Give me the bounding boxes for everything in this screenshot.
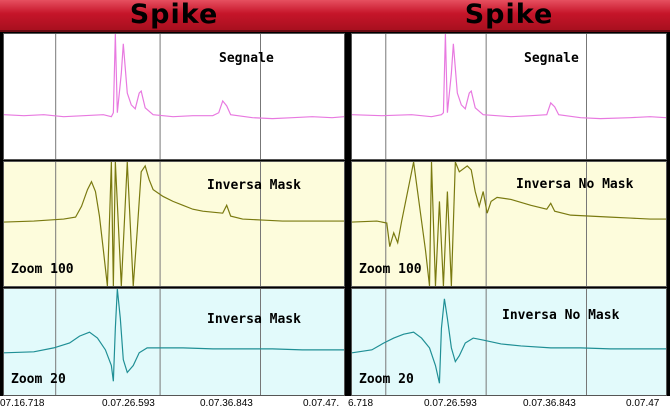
- left-signal-plot: [4, 34, 344, 159]
- left-zoom20-plot: [4, 289, 344, 395]
- right-title-bar: Spike: [348, 0, 670, 32]
- right-nomask-strip: Inversa No Mask Zoom 100: [351, 161, 667, 287]
- right-nomask-plot: [352, 162, 666, 286]
- right-title: Spike: [464, 0, 554, 30]
- left-mask-plot: [4, 162, 344, 286]
- left-panel: Spike Segnale Inversa Mask Zoom 100 Inve…: [0, 0, 348, 396]
- left-signal-label: Segnale: [219, 51, 274, 66]
- time-tick: 0.07.26.593: [102, 398, 155, 409]
- left-title: Spike: [129, 0, 219, 30]
- left-zoom20-zoom-label: Zoom 20: [11, 372, 66, 387]
- right-nomask-trace: [352, 162, 666, 286]
- left-signal-strip: Segnale: [3, 33, 345, 160]
- left-mask-trace: [4, 162, 344, 286]
- right-zoom20-zoom-label: Zoom 20: [359, 372, 414, 387]
- right-zoom20-plot: [352, 289, 666, 395]
- time-tick: 0.07.47: [626, 398, 660, 409]
- left-zoom100-label: Zoom 100: [11, 262, 74, 277]
- right-signal-trace: [352, 34, 666, 120]
- right-signal-label: Segnale: [524, 51, 579, 66]
- left-title-bar: Spike: [0, 0, 348, 32]
- left-zoom20-label: Inversa Mask: [207, 312, 301, 327]
- time-tick: 0.07.36.843: [523, 398, 576, 409]
- left-mask-label: Inversa Mask: [207, 178, 301, 193]
- left-zoom20-strip: Inversa Mask Zoom 20: [3, 288, 345, 396]
- left-mask-strip: Inversa Mask Zoom 100: [3, 161, 345, 287]
- left-zoom20-trace: [4, 289, 344, 382]
- right-zoom20-strip: Inversa No Mask Zoom 20: [351, 288, 667, 396]
- time-tick: 07.16.718: [0, 398, 45, 409]
- right-panel: Spike Segnale Inversa No Mask Zoom 100 I…: [348, 0, 670, 396]
- time-tick: 0.07.26.593: [424, 398, 477, 409]
- right-zoom20-label: Inversa No Mask: [502, 308, 620, 323]
- time-tick: 0.07.36.843: [200, 398, 253, 409]
- right-nomask-label: Inversa No Mask: [516, 177, 634, 192]
- right-zoom20-trace: [352, 298, 666, 384]
- right-zoom100-label: Zoom 100: [359, 262, 422, 277]
- left-signal-trace: [4, 34, 344, 120]
- right-signal-strip: Segnale: [351, 33, 667, 160]
- time-tick: 6.718: [348, 398, 374, 409]
- time-axis: 07.16.718 0.07.26.593 0.07.36.843 0.07.4…: [0, 396, 670, 413]
- right-signal-plot: [352, 34, 666, 159]
- time-tick: 0.07.47.: [303, 398, 340, 409]
